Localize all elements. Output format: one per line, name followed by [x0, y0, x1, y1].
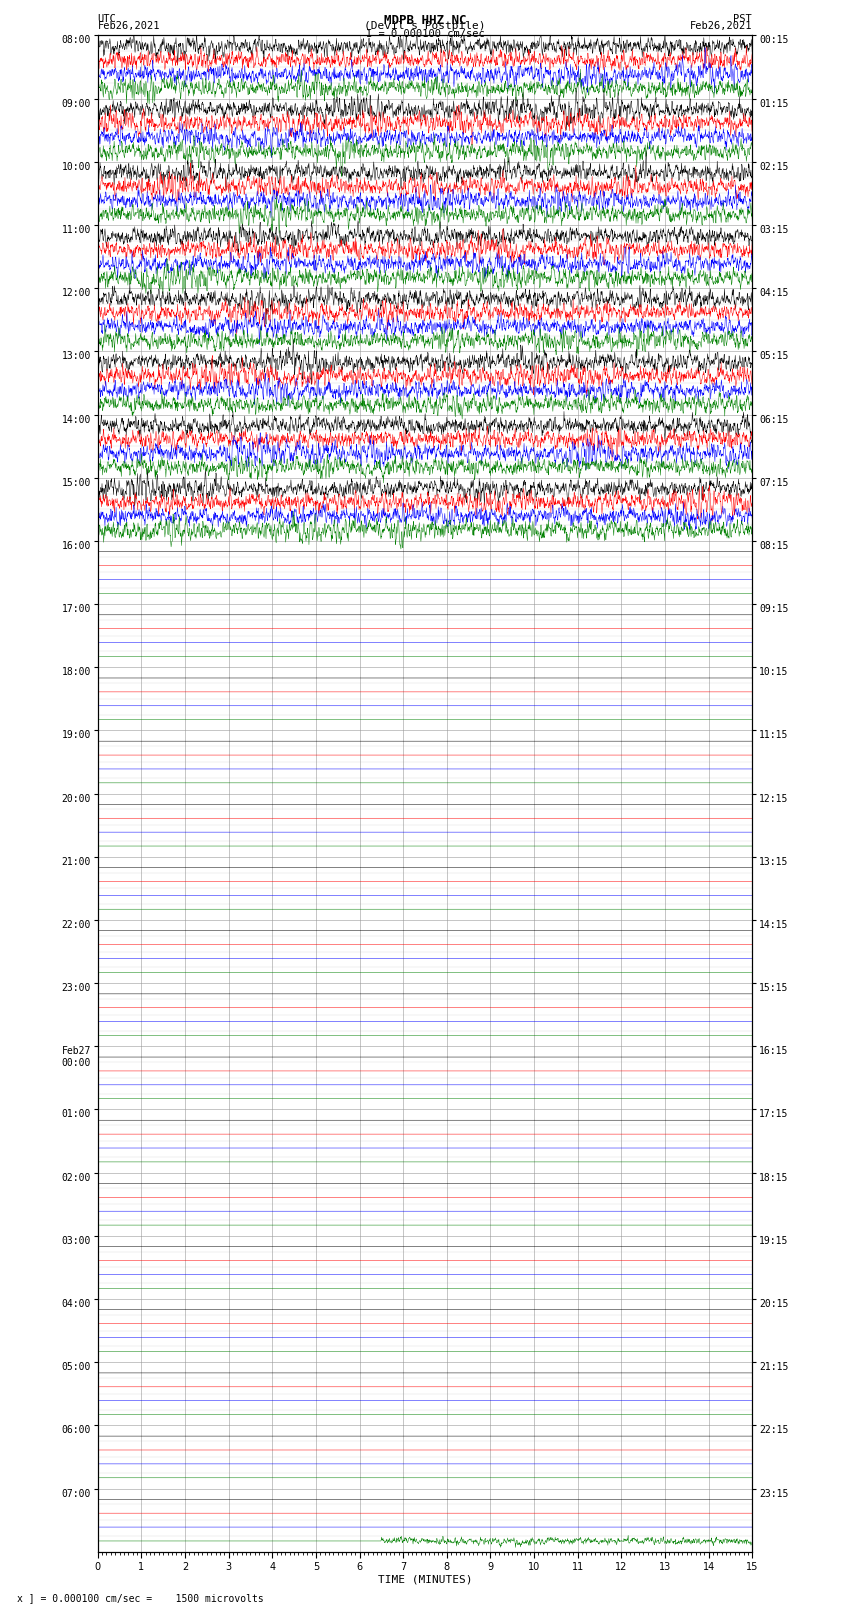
Text: x ] = 0.000100 cm/sec =    1500 microvolts: x ] = 0.000100 cm/sec = 1500 microvolts [17, 1594, 264, 1603]
Text: Feb26,2021: Feb26,2021 [689, 21, 752, 31]
Text: I = 0.000100 cm/sec: I = 0.000100 cm/sec [366, 29, 484, 39]
Text: Feb26,2021: Feb26,2021 [98, 21, 161, 31]
Text: PST: PST [734, 13, 752, 24]
X-axis label: TIME (MINUTES): TIME (MINUTES) [377, 1574, 473, 1586]
Text: MDPB HHZ NC: MDPB HHZ NC [383, 13, 467, 27]
Text: (Devil's Postpile): (Devil's Postpile) [365, 21, 485, 31]
Text: UTC: UTC [98, 13, 116, 24]
